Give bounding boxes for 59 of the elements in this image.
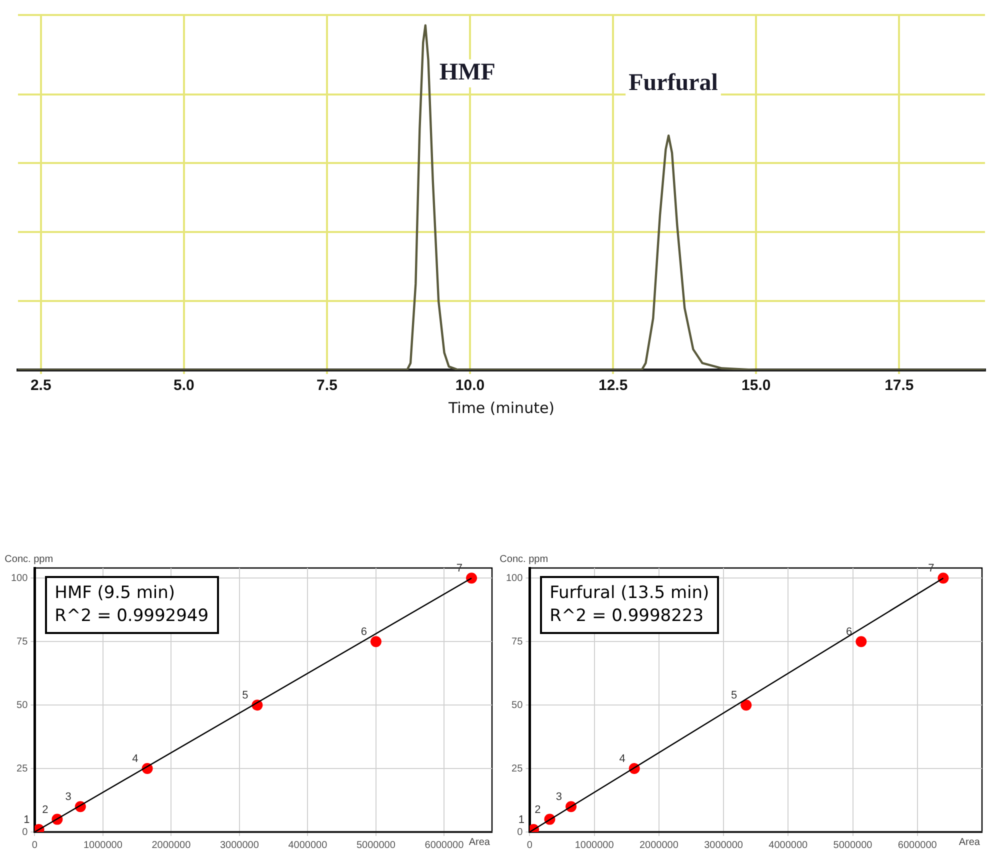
point bbox=[370, 636, 382, 648]
annotation: R^2 = 0.9992949 bbox=[54, 604, 209, 628]
y-tick-label: 100 bbox=[10, 572, 28, 584]
x-tick-label: 17.5 bbox=[884, 377, 914, 394]
x-tick-label: 4000000 bbox=[768, 840, 808, 851]
x-tick-label: 5.0 bbox=[174, 377, 194, 394]
annotation: 4 bbox=[132, 753, 138, 766]
x-tick-label: 5000000 bbox=[356, 840, 396, 851]
annotation: R^2 = 0.9998223 bbox=[550, 604, 705, 628]
y-tick-label: 50 bbox=[16, 700, 28, 711]
y-axis-title: Conc. ppm bbox=[500, 554, 548, 565]
x-tick-label: 4000000 bbox=[288, 840, 328, 851]
x-tick-label: 15.0 bbox=[742, 377, 771, 394]
x-axis-title: Area bbox=[958, 836, 980, 848]
x-tick-label: 10.0 bbox=[455, 377, 485, 394]
y-tick-label: 75 bbox=[512, 636, 524, 648]
annotation: 6 bbox=[846, 626, 852, 638]
point bbox=[938, 572, 949, 584]
x-tick-label: 3000000 bbox=[220, 840, 260, 851]
annotation: Furfural (13.5 min) bbox=[550, 582, 710, 605]
x-tick-label: 1000000 bbox=[83, 840, 123, 851]
annotation: 1 bbox=[518, 814, 525, 826]
x-tick-label: 2000000 bbox=[639, 840, 679, 851]
y-tick-label: 50 bbox=[512, 700, 524, 711]
y-tick-label: 25 bbox=[16, 763, 28, 774]
annotation: HMF (9.5 min) bbox=[54, 582, 176, 605]
y-tick-label: 25 bbox=[512, 763, 524, 774]
y-tick-label: 100 bbox=[506, 572, 524, 584]
annotation: 2 bbox=[534, 804, 541, 816]
annotation: 5 bbox=[731, 690, 738, 702]
x-tick-label: 0 bbox=[32, 840, 38, 851]
annotation: 3 bbox=[65, 791, 72, 804]
x-tick-label: 3000000 bbox=[704, 840, 744, 851]
x-tick-label: 12.5 bbox=[598, 377, 628, 394]
x-tick-label: 2.5 bbox=[30, 377, 52, 394]
point bbox=[856, 636, 867, 648]
x-tick-label: 6000000 bbox=[424, 840, 464, 851]
annotation: HMF bbox=[439, 60, 496, 86]
x-tick-label: 1000000 bbox=[574, 840, 614, 851]
y-tick-label: 0 bbox=[22, 826, 28, 838]
x-tick-label: 7.5 bbox=[316, 377, 338, 394]
x-tick-label: 0 bbox=[526, 840, 533, 851]
annotation: 4 bbox=[619, 753, 626, 766]
x-axis-title: Area bbox=[468, 836, 490, 848]
annotation: 3 bbox=[556, 791, 562, 804]
x-axis-title: Time (minute) bbox=[447, 398, 555, 417]
x-tick-label: 2000000 bbox=[152, 840, 192, 851]
point bbox=[740, 700, 752, 711]
annotation: 1 bbox=[24, 814, 30, 826]
x-tick-label: 5000000 bbox=[833, 840, 873, 851]
y-axis-title: Conc. ppm bbox=[4, 554, 54, 565]
annotation: Furfural bbox=[628, 70, 718, 96]
x-tick-label: 6000000 bbox=[898, 840, 938, 851]
point bbox=[466, 572, 478, 584]
annotation: 5 bbox=[242, 690, 248, 702]
annotation: 2 bbox=[42, 804, 48, 816]
y-tick-label: 75 bbox=[16, 636, 28, 648]
annotation: 6 bbox=[360, 626, 367, 638]
y-tick-label: 0 bbox=[517, 826, 524, 838]
